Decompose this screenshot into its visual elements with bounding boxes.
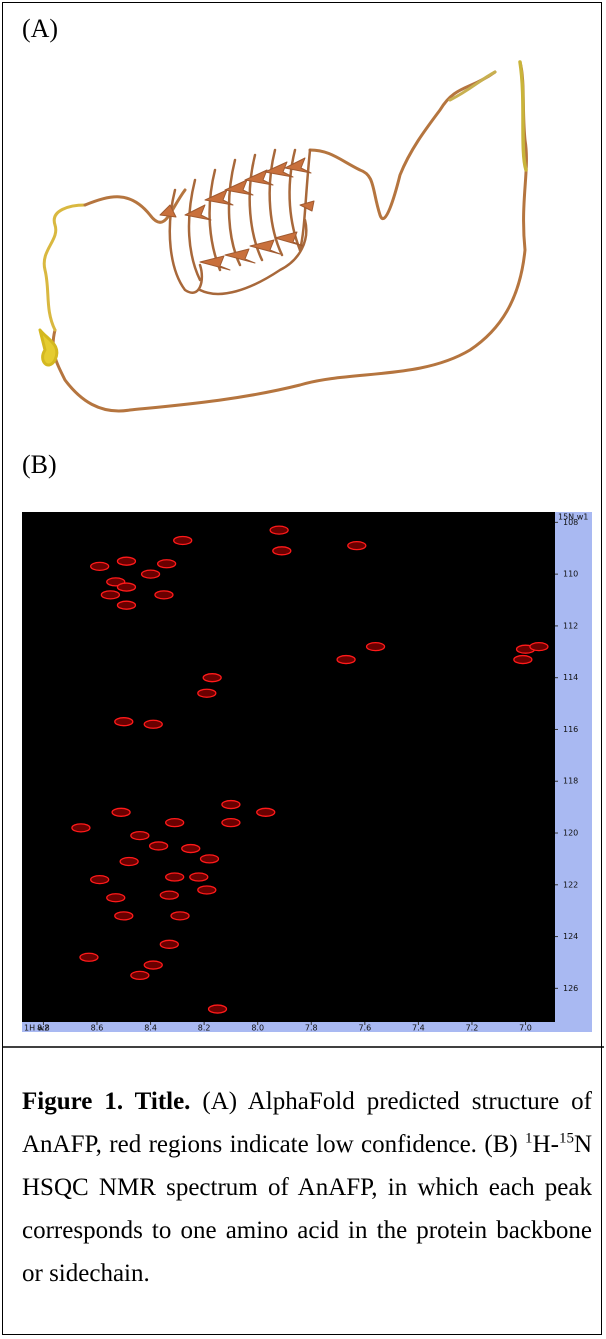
superscript: 1 <box>525 1130 533 1147</box>
y-axis-label: 15N w1 <box>558 513 588 522</box>
x-tick-label: 7.0 <box>519 1024 532 1033</box>
peak <box>202 673 222 683</box>
peak <box>71 823 91 833</box>
peak <box>207 1004 228 1014</box>
peak <box>154 590 174 600</box>
y-axis-strip <box>555 512 592 1032</box>
peak <box>130 970 150 981</box>
peak <box>116 582 137 592</box>
x-tick-label: 8.4 <box>144 1024 157 1033</box>
y-tick-label: 110 <box>563 570 578 579</box>
y-tick-label: 116 <box>563 725 578 734</box>
caption: Figure 1. Title. (A) AlphaFold predicted… <box>22 1080 592 1295</box>
peak <box>365 641 386 652</box>
caption-text: N HSQC NMR spectrum of AnAFP, in which e… <box>22 1131 592 1287</box>
peak <box>106 893 126 903</box>
peak <box>143 960 163 970</box>
y-tick-label: 122 <box>563 880 578 889</box>
peak <box>513 654 533 665</box>
peak <box>90 561 110 572</box>
x-tick-label: 7.4 <box>412 1024 425 1033</box>
peak <box>272 546 292 556</box>
y-tick-label: 126 <box>563 984 578 993</box>
caption-text: H- <box>532 1131 559 1158</box>
caption-label: Figure 1. Title. <box>22 1088 191 1115</box>
y-tick-label: 108 <box>563 518 578 527</box>
peak <box>116 600 137 610</box>
peak <box>159 890 179 900</box>
peak <box>140 569 161 579</box>
x-tick-label: 8.0 <box>251 1024 264 1033</box>
peak <box>119 856 139 867</box>
peak <box>221 799 241 810</box>
x-axis-strip <box>22 1022 592 1032</box>
x-axis-label: 1H w2 <box>24 1024 49 1033</box>
x-tick-label: 8.8 <box>37 1024 50 1033</box>
superscript: 15 <box>558 1130 574 1147</box>
y-tick-label: 118 <box>563 777 578 786</box>
x-tick-label: 8.6 <box>91 1024 104 1033</box>
spectrum-plot-area <box>22 512 555 1022</box>
peak <box>197 885 217 895</box>
y-tick-label: 120 <box>563 829 578 838</box>
peak <box>148 841 169 851</box>
peak <box>221 818 241 828</box>
x-tick-label: 8.2 <box>198 1024 211 1033</box>
peak <box>159 939 179 949</box>
panel-label: (B) <box>22 450 57 479</box>
x-tick-label: 7.6 <box>358 1024 371 1033</box>
protein-structure <box>38 60 528 413</box>
peak <box>156 559 177 569</box>
peak <box>114 717 134 727</box>
peaks <box>71 525 549 1014</box>
peak <box>181 843 201 854</box>
peak <box>116 556 137 566</box>
peak <box>170 911 190 921</box>
peak <box>111 807 131 817</box>
peak <box>165 872 185 882</box>
peak <box>173 535 193 546</box>
peak <box>256 807 276 817</box>
peak <box>114 911 134 921</box>
y-tick-label: 124 <box>563 932 578 941</box>
peak <box>347 541 367 551</box>
peak <box>130 830 150 841</box>
peak <box>199 854 220 864</box>
axes: 8.8 8.6 8.4 8.2 8.0 7.8 7.6 7.4 7.2 7.0 108 110 112 1… <box>24 513 588 1033</box>
peak <box>165 818 185 828</box>
peak <box>529 641 549 652</box>
caption-text: (A) AlphaFold predicted structure of AnA… <box>22 1088 592 1158</box>
peak <box>189 872 209 882</box>
panel-label: (A) <box>22 14 59 43</box>
x-tick-label: 7.2 <box>466 1024 479 1033</box>
y-tick-label: 112 <box>563 621 578 630</box>
peak <box>269 525 289 535</box>
peak <box>197 688 217 698</box>
peak <box>336 654 356 665</box>
x-tick-label: 7.8 <box>305 1024 318 1033</box>
peak <box>100 590 121 600</box>
peak <box>79 952 99 962</box>
peak <box>143 719 163 729</box>
y-tick-label: 114 <box>563 673 578 682</box>
peak <box>90 874 110 885</box>
